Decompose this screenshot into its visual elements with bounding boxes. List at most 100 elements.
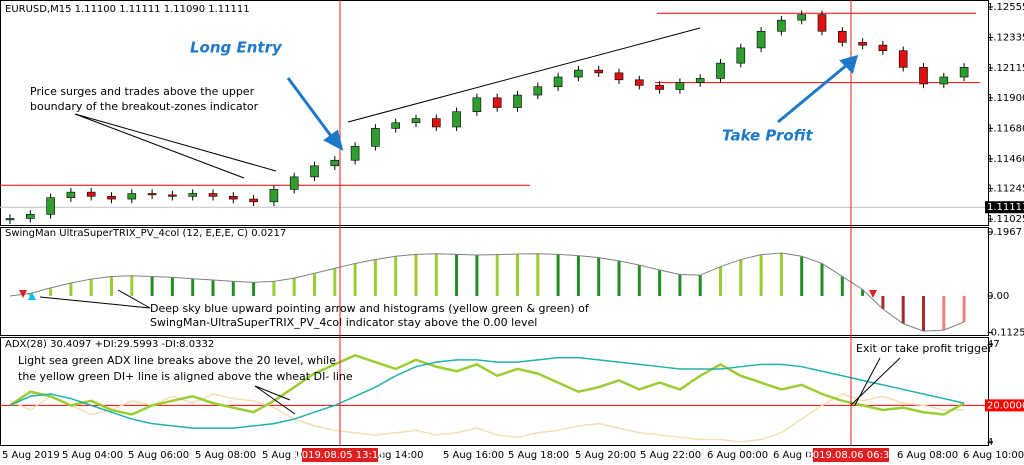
histogram-bar [597,257,601,296]
time-marker-box [813,448,889,462]
candle-body [472,97,482,112]
candle-body [492,97,502,108]
candle-body [188,193,197,197]
candle-body [229,195,238,200]
y-tick-label: 20.0000 [987,400,1024,411]
histogram-bar [69,282,73,296]
candle-body [330,159,340,167]
y-tick-label: -0.1125 [987,328,1024,339]
histogram-bar [475,254,479,296]
arrow [74,113,245,179]
histogram-outline [9,252,965,332]
current-price-label: 1.11111 [987,202,1024,213]
candle-body [695,78,705,83]
x-tick-label: 5 Aug 22:00 [640,450,701,461]
sell-arrow [869,290,877,298]
candle-body [756,30,766,49]
indicator-line [9,356,965,429]
histogram-bar [272,281,276,296]
arrow [854,357,881,406]
x-tick-label: Aug 14:00 [372,450,424,461]
histogram-bar [901,295,905,324]
histogram-bar [414,254,418,296]
candle-body [594,69,604,74]
candle-body [452,111,461,128]
histogram-bar [455,254,459,296]
indicator-title: SwingMan UltraSuperTRIX_PV_4col (12, E,E… [5,228,286,239]
candle-body [858,42,867,46]
candle-body [837,30,847,43]
candle-body [127,193,137,200]
histogram-bar [779,253,783,296]
candle-body [675,82,685,90]
candle-body [86,191,96,197]
y-tick-label: 1.11025 [987,214,1024,225]
candle-body [614,72,624,81]
histogram-bar [678,274,682,296]
arrow [254,385,296,415]
candle-body [391,122,401,129]
histogram-bar [333,268,337,296]
candle-body [655,85,664,90]
arrow [777,62,849,124]
histogram-bar [739,259,743,296]
time-marker-label: 2019.08.05 13:15 [295,450,384,461]
histogram-bar [434,253,438,296]
y-tick-label: 0.1967 [987,227,1022,238]
arrow [254,385,291,401]
candle-body [249,198,258,203]
candle-body [310,165,319,178]
candle-body [269,189,279,203]
arrow [39,296,151,309]
candle-body [25,214,35,219]
time-marker-box [302,448,378,462]
histogram-bar [800,256,804,296]
candle-body [513,94,522,108]
y-tick-label: 4 [987,437,993,448]
y-tick-label: 0.00 [987,291,1009,302]
candle-body [289,176,299,190]
x-tick-label: 5 Aug 18:00 [508,450,569,461]
annotation: Light sea green ADX line breaks above th… [18,354,336,367]
indicator-line [9,353,965,416]
y-tick-label: 1.11680 [987,123,1024,134]
histogram-bar [211,280,215,296]
histogram-bar [373,259,377,296]
blue-arrows [286,54,859,151]
marks [0,10,988,443]
histogram-bar [942,295,946,331]
candle-body [147,193,157,196]
histogram-bar [130,275,134,296]
x-tick-label: 5 Aug 16:00 [443,450,504,461]
sell-arrow [19,290,27,298]
price-panel [0,0,989,226]
histogram-bar [516,254,519,296]
histogram-bar [536,253,540,296]
annotation: the yellow green DI+ line is aligned abo… [18,370,353,383]
histogram-bar [617,260,621,296]
annotation: Exit or take profit trigger [856,342,993,355]
candle-body [716,62,725,79]
histogram-bar [759,254,763,296]
histogram-bar [89,279,93,296]
adx-panel [0,337,989,446]
x-tick-label: 5 Aug 20:00 [575,450,636,461]
histogram-bar [191,278,195,296]
y-tick-label: 1.11460 [987,154,1024,165]
y-tick-label: 1.12115 [987,63,1024,74]
candle-body [574,69,583,78]
arrow [117,289,151,309]
x-tick-label: 6 Aug 00:00 [707,450,768,461]
candle-body [939,76,949,85]
candle-body [350,146,360,161]
candle-body [553,76,563,88]
histogram-bar [637,265,641,296]
y-tick-label: 47 [987,339,1000,350]
indicator-line [9,393,965,443]
candle-body [431,118,441,128]
take-profit-label: Take Profit [722,127,813,145]
arrow [286,77,336,141]
candle-body [371,128,380,147]
candle-body [777,19,786,32]
